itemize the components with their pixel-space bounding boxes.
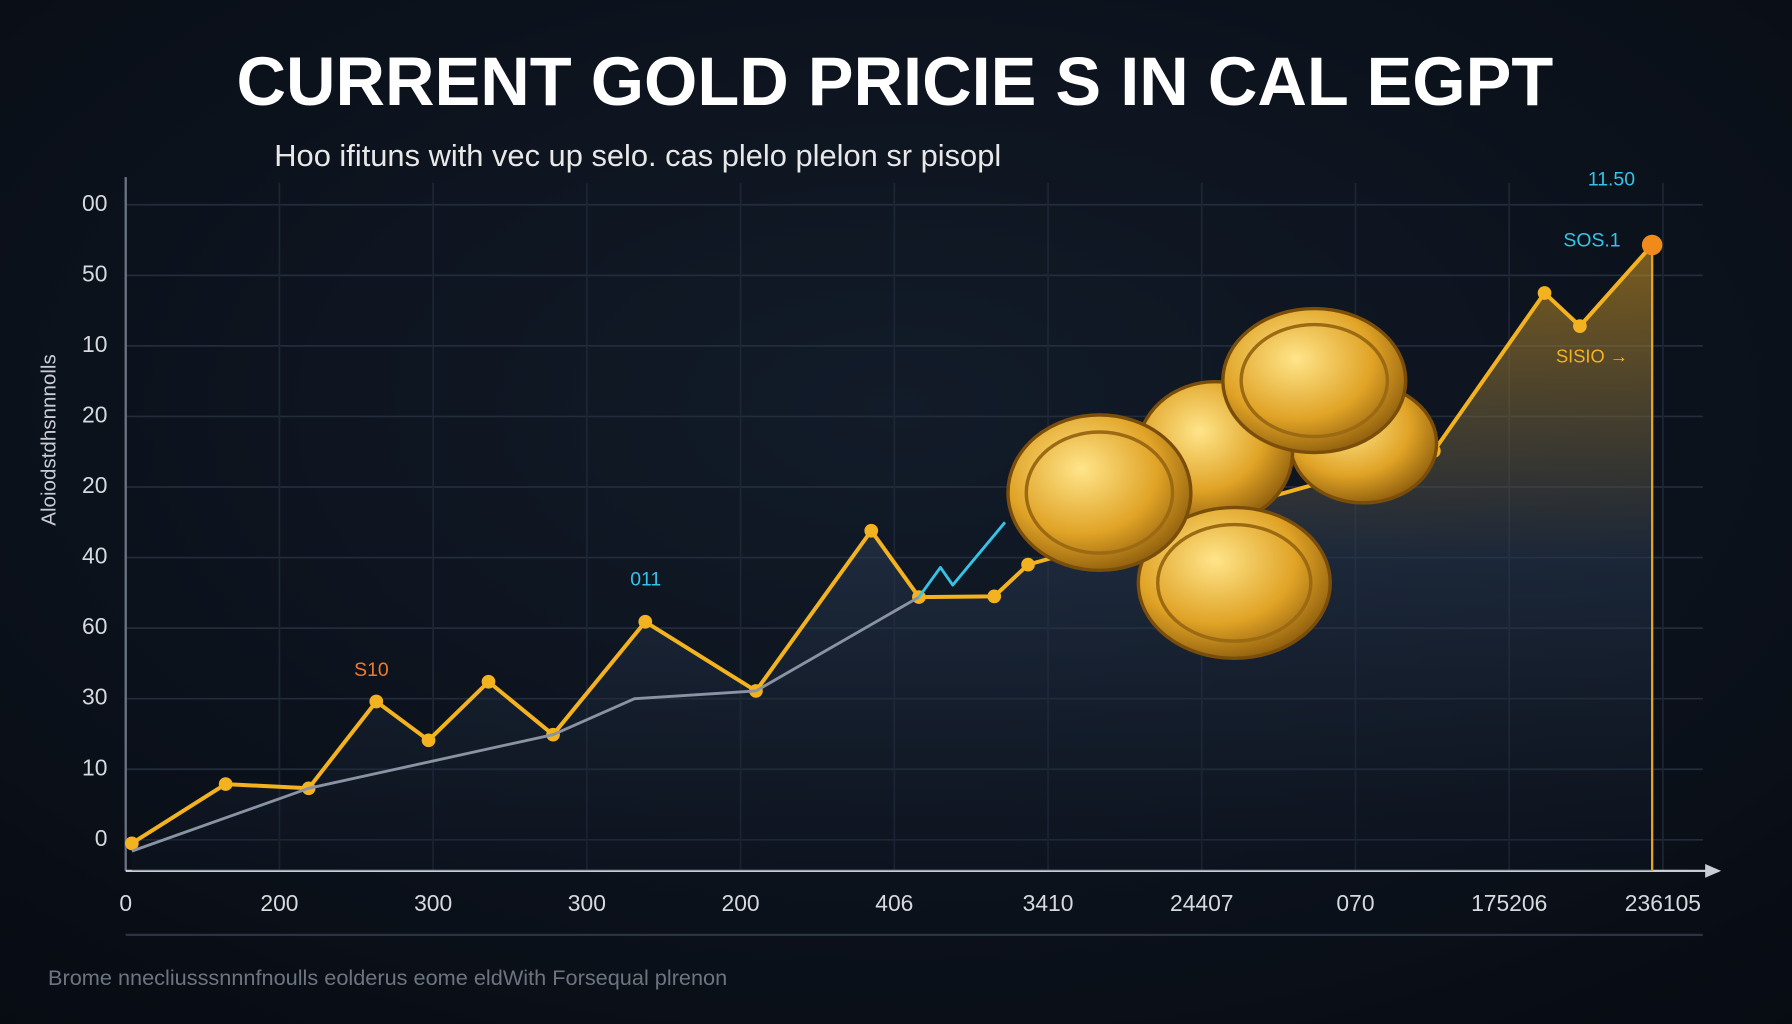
point bbox=[369, 694, 384, 709]
y-tick-label: 60 bbox=[82, 613, 107, 639]
y-tick-label: 10 bbox=[82, 331, 107, 357]
x-tick-label: 236105 bbox=[1625, 890, 1701, 916]
y-tick-label: 00 bbox=[82, 190, 107, 216]
chart-title: CURRENT GOLD PRICIE S IN CAL EGPT bbox=[236, 43, 1553, 120]
point bbox=[421, 733, 436, 748]
x-tick-label: 070 bbox=[1336, 890, 1374, 916]
x-tick-label: 175206 bbox=[1471, 890, 1547, 916]
x-tick-label: 406 bbox=[875, 890, 913, 916]
point bbox=[125, 836, 139, 851]
annotation: SOS.1 bbox=[1563, 229, 1620, 251]
x-tick-label: 0 bbox=[119, 890, 132, 916]
point bbox=[987, 589, 1002, 604]
y-tick-label: 20 bbox=[82, 401, 107, 427]
x-tick-label: 200 bbox=[260, 890, 298, 916]
footnote: Brome nnecliusssnnnfnoulls eolderus eome… bbox=[48, 965, 727, 990]
annotation: 11.50 bbox=[1588, 169, 1635, 191]
subtitle: Hoo ifituns with vec up selo. cas plelo … bbox=[274, 138, 1001, 173]
line bbox=[131, 595, 920, 853]
point bbox=[1641, 234, 1663, 256]
point bbox=[1573, 319, 1587, 333]
coin-illustration bbox=[1006, 306, 1439, 660]
x-tick-label: 3410 bbox=[1023, 890, 1074, 916]
point bbox=[638, 614, 653, 629]
point bbox=[218, 777, 233, 791]
y-tick-label: 50 bbox=[82, 260, 107, 286]
annotation: SISIO → bbox=[1556, 346, 1628, 367]
x-tick-label: 300 bbox=[414, 890, 452, 916]
x-tick-label: 300 bbox=[568, 890, 606, 916]
y-tick-label: 30 bbox=[82, 684, 107, 710]
y-tick-label: 40 bbox=[82, 543, 107, 569]
y-tick-label: 20 bbox=[82, 472, 107, 498]
point bbox=[864, 523, 879, 538]
x-axis-arrow bbox=[1705, 864, 1722, 878]
x-tick-label: 200 bbox=[722, 890, 760, 916]
y-tick-label: 0 bbox=[95, 825, 108, 851]
annotation: 011 bbox=[630, 569, 661, 591]
point bbox=[1537, 286, 1552, 300]
point bbox=[1021, 557, 1035, 572]
area bbox=[131, 244, 1653, 871]
point bbox=[481, 674, 496, 689]
x-tick-label: 24407 bbox=[1170, 890, 1234, 916]
line bbox=[917, 521, 1007, 598]
annotation: S10 bbox=[354, 659, 389, 681]
y-tick-label: 10 bbox=[82, 754, 107, 780]
y-axis-label: Aloiodstdhsnnnolls bbox=[38, 354, 61, 525]
